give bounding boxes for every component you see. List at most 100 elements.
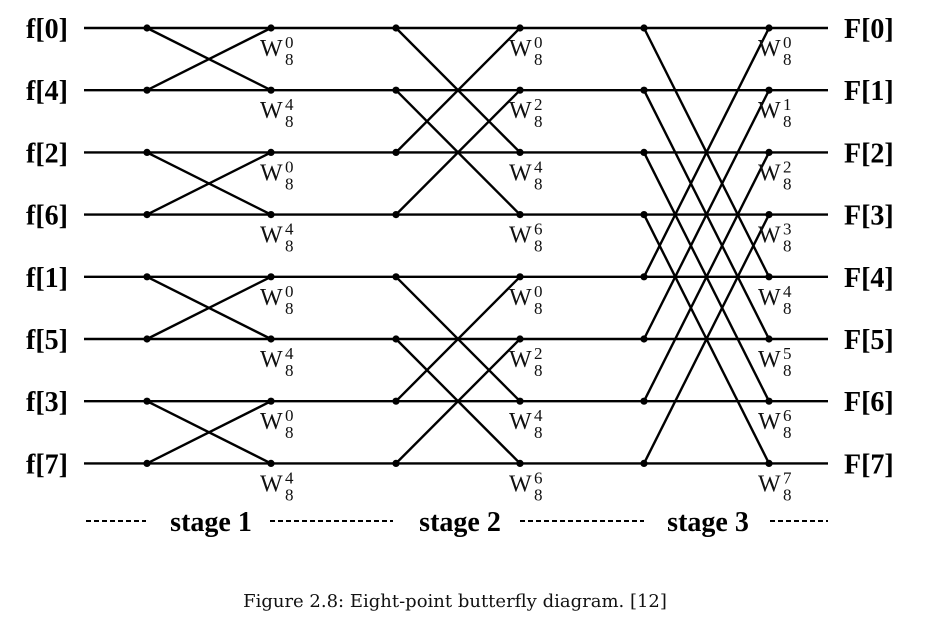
input-label: f[7] — [26, 449, 68, 480]
node-dot — [267, 335, 275, 343]
node-dot — [765, 24, 773, 32]
node-dot — [640, 397, 648, 405]
node-dot — [516, 335, 524, 343]
butterfly-cross-line — [395, 27, 521, 154]
node-dot — [765, 273, 773, 281]
node-dot — [143, 24, 151, 32]
input-label: f[2] — [26, 138, 68, 169]
node-dot — [143, 459, 151, 467]
node-dot — [765, 397, 773, 405]
node-dot — [143, 148, 151, 156]
butterfly-cross-line — [642, 89, 771, 340]
node-dot — [516, 211, 524, 219]
node-dot — [516, 24, 524, 32]
node-dot — [267, 86, 275, 94]
node-dot — [267, 211, 275, 219]
stage-label: stage 1 — [170, 507, 252, 538]
node-dot — [640, 459, 648, 467]
input-label: f[1] — [26, 263, 68, 294]
node-dot — [392, 211, 400, 219]
input-label: f[4] — [26, 76, 68, 107]
node-dot — [640, 335, 648, 343]
node-dot — [765, 459, 773, 467]
output-label: F[3] — [844, 201, 894, 232]
node-dot — [640, 24, 648, 32]
stage-label: stage 3 — [667, 507, 749, 538]
butterfly-cross-line — [395, 275, 521, 403]
output-label: F[5] — [844, 325, 894, 356]
butterfly-cross-line — [642, 214, 771, 464]
node-dot — [143, 86, 151, 94]
input-label: f[6] — [26, 201, 68, 232]
output-label: F[2] — [844, 138, 894, 169]
node-dot — [392, 273, 400, 281]
node-dot — [143, 211, 151, 219]
node-dot — [765, 86, 773, 94]
input-label: f[0] — [26, 14, 68, 45]
output-label: F[7] — [844, 449, 894, 480]
stage-labels: stage 1 stage 2 stage 3 — [86, 507, 828, 538]
output-label: F[6] — [844, 387, 894, 418]
node-dot — [640, 273, 648, 281]
node-dot — [267, 24, 275, 32]
butterfly-cross-line — [146, 151, 272, 216]
input-label: f[3] — [26, 387, 68, 418]
butterfly-cross-line — [146, 26, 272, 92]
node-dot — [516, 397, 524, 405]
node-dot — [516, 86, 524, 94]
io-labels: f[0] f[4] f[2] f[6] f[1] f[5] f[3] f[7] F[0] F[1]… — [26, 14, 894, 480]
node-dot — [640, 86, 648, 94]
output-label: F[0] — [844, 14, 894, 45]
node-dot — [516, 273, 524, 281]
node-dot — [392, 335, 400, 343]
butterfly-cross-line — [146, 400, 272, 465]
node-dot — [392, 86, 400, 94]
butterfly-connections — [146, 26, 771, 465]
node-dot — [267, 397, 275, 405]
node-dot — [516, 148, 524, 156]
output-label: F[1] — [844, 76, 894, 107]
node-dot — [267, 459, 275, 467]
node-dot — [765, 335, 773, 343]
butterfly-cross-line — [146, 275, 272, 341]
butterfly-cross-line — [642, 27, 771, 278]
stage-label: stage 2 — [419, 507, 501, 538]
node-dot — [392, 459, 400, 467]
output-label: F[4] — [844, 263, 894, 294]
node-dot — [267, 273, 275, 281]
node-dot — [640, 148, 648, 156]
butterfly-cross-line — [642, 151, 771, 402]
node-dot — [267, 148, 275, 156]
twiddle-factors: W 0 8 W 4 8 W 0 8 W 4 8 W 0 8 W 4 8 W 0 8 W 4 8 W 0 8 W 2 8 W 4 8 W 6 8 W 0 8 W… — [260, 33, 792, 504]
node-dot — [143, 397, 151, 405]
node-dots — [143, 24, 773, 467]
butterfly-cross-line — [395, 89, 521, 216]
butterfly-cross-line — [395, 338, 521, 465]
node-dot — [392, 24, 400, 32]
node-dot — [392, 148, 400, 156]
figure-caption: Figure 2.8: Eight-point butterfly diagra… — [243, 591, 667, 612]
